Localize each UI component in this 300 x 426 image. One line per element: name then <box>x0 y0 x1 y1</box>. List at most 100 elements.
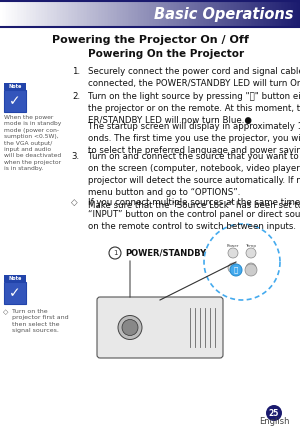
Bar <box>172 0 174 28</box>
FancyBboxPatch shape <box>4 83 26 90</box>
Bar <box>207 0 208 28</box>
Circle shape <box>109 247 121 259</box>
Bar <box>249 0 250 28</box>
Bar <box>85 0 87 28</box>
Bar <box>136 0 138 28</box>
Bar <box>284 0 285 28</box>
Circle shape <box>230 264 242 276</box>
Bar <box>246 0 247 28</box>
Bar <box>4 0 6 28</box>
Text: Turn on the light source by pressing "Ⓟ" button either on
the projector or on th: Turn on the light source by pressing "Ⓟ"… <box>88 92 300 125</box>
Circle shape <box>228 248 238 258</box>
Text: Power: Power <box>227 244 239 248</box>
Bar <box>298 0 300 28</box>
Bar <box>226 0 228 28</box>
Bar <box>213 0 214 28</box>
Text: Turn on and connect the source that you want to display
on the screen (computer,: Turn on and connect the source that you … <box>88 152 300 210</box>
Circle shape <box>228 263 238 273</box>
Bar <box>54 0 56 28</box>
Bar <box>274 0 276 28</box>
Bar <box>30 0 31 28</box>
Bar <box>204 0 206 28</box>
Bar <box>118 0 120 28</box>
Bar <box>48 0 50 28</box>
Bar <box>272 0 273 28</box>
Bar <box>66 0 68 28</box>
Bar <box>36 0 38 28</box>
Bar <box>94 0 96 28</box>
Bar <box>38 0 39 28</box>
Bar <box>123 0 124 28</box>
Bar <box>216 0 218 28</box>
Bar <box>198 0 200 28</box>
Bar <box>244 0 246 28</box>
Bar <box>165 0 166 28</box>
Bar <box>266 0 267 28</box>
Bar <box>150 0 152 28</box>
Bar <box>258 0 260 28</box>
Text: ✓: ✓ <box>9 286 21 300</box>
Bar <box>192 0 194 28</box>
Bar <box>154 0 156 28</box>
Bar <box>294 0 296 28</box>
Text: Temp: Temp <box>245 244 256 248</box>
Bar <box>250 0 252 28</box>
Bar <box>242 0 243 28</box>
Bar <box>80 0 81 28</box>
Bar <box>78 0 80 28</box>
Bar <box>148 0 150 28</box>
Bar <box>27 0 28 28</box>
Bar <box>255 0 256 28</box>
Bar <box>256 0 258 28</box>
Bar <box>202 0 204 28</box>
Bar <box>153 0 154 28</box>
Bar <box>57 0 58 28</box>
Bar <box>0 0 2 28</box>
Bar <box>276 0 278 28</box>
Bar <box>82 0 84 28</box>
Bar <box>164 0 165 28</box>
Circle shape <box>245 264 257 276</box>
Text: When the power
mode is in standby
mode (power con-
sumption <0.5W),
the VGA outp: When the power mode is in standby mode (… <box>4 115 61 171</box>
Bar <box>75 0 76 28</box>
FancyBboxPatch shape <box>4 90 26 112</box>
Bar <box>261 0 262 28</box>
Bar <box>124 0 126 28</box>
Bar <box>58 0 60 28</box>
Bar <box>183 0 184 28</box>
Bar <box>56 0 57 28</box>
Bar <box>72 0 74 28</box>
Bar <box>262 0 264 28</box>
Bar <box>178 0 180 28</box>
Bar <box>240 0 242 28</box>
Bar <box>254 0 255 28</box>
Bar <box>68 0 69 28</box>
Bar <box>238 0 240 28</box>
Bar <box>12 0 14 28</box>
Bar <box>69 0 70 28</box>
Text: ✓: ✓ <box>9 94 21 108</box>
Bar <box>252 0 254 28</box>
Bar <box>188 0 189 28</box>
Bar <box>158 0 159 28</box>
Bar <box>50 0 51 28</box>
Bar <box>26 0 27 28</box>
Text: If you connect multiple sources at the same time, press the
“INPUT” button on th: If you connect multiple sources at the s… <box>88 198 300 231</box>
Bar <box>273 0 274 28</box>
Bar <box>218 0 219 28</box>
Bar <box>105 0 106 28</box>
Bar <box>194 0 195 28</box>
Bar <box>90 0 92 28</box>
Bar <box>292 0 294 28</box>
Bar <box>63 0 64 28</box>
Bar <box>135 0 136 28</box>
Text: Powering the Projector On / Off: Powering the Projector On / Off <box>52 35 248 45</box>
Bar <box>60 0 61 28</box>
Bar <box>222 0 224 28</box>
Bar <box>52 0 54 28</box>
Bar <box>260 0 261 28</box>
Bar <box>176 0 177 28</box>
Bar <box>88 0 90 28</box>
Circle shape <box>266 405 282 421</box>
Bar <box>74 0 75 28</box>
